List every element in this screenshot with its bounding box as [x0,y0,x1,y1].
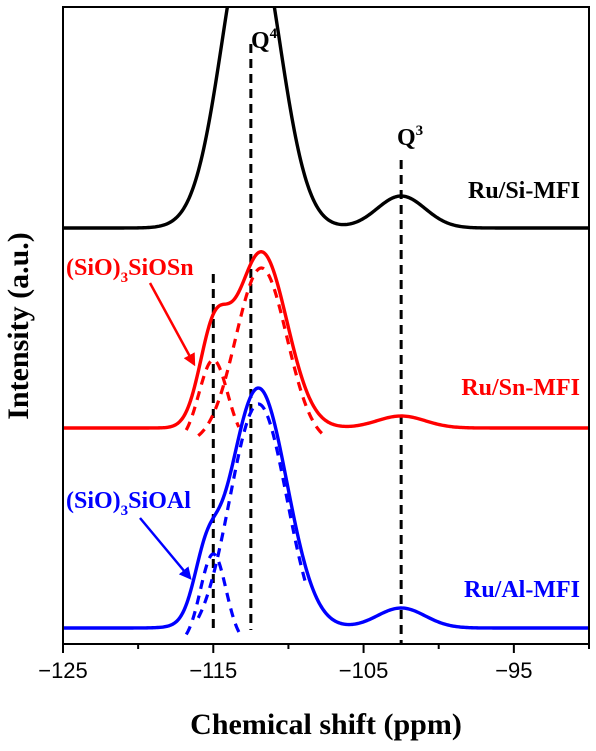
reference-lines [211,44,403,644]
x-tick-label: −105 [339,658,389,683]
annotation-sioxsioal: (SiO)3SiOAl [66,488,191,519]
series-ru-al-mfi-fit-q4 [196,402,308,619]
q4-label: Q4 [251,26,278,54]
x-axis-title: Chemical shift (ppm) [190,708,462,741]
series-ru-si-mfi [63,7,589,230]
plot-area [63,7,589,636]
x-tick-label: −115 [189,658,237,683]
x-axis: −125 −115 −105 −95 [38,644,590,683]
annotation-arrow-sn [148,282,196,367]
y-axis-title: Intensity (a.u.) [2,232,35,420]
x-tick-label: −125 [38,658,88,683]
series--sio-3siosn [184,358,241,432]
annotation-sioxsiosn: (SiO)3SiOSn [66,255,194,286]
annotation-arrow-al [139,517,192,580]
series-ru-sn-mfi [63,250,589,430]
sample-label-si: Ru/Si-MFI [468,178,580,204]
x-tick-label: −95 [495,658,532,683]
plot-frame [62,6,590,645]
series--sio-3sioal [184,552,242,636]
series-ru-sn-mfi-fit-q4 [196,266,328,439]
sample-label-sn: Ru/Sn-MFI [461,375,580,401]
sample-label-al: Ru/Al-MFI [464,577,580,603]
q3-label: Q3 [397,123,423,151]
series-ru-al-mfi [63,386,589,630]
